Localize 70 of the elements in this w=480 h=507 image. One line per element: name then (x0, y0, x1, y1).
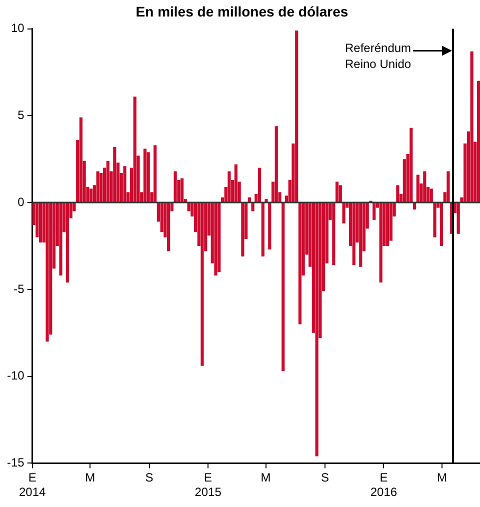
y-tick-label: -5 (14, 282, 25, 296)
bar (228, 171, 231, 202)
bar (154, 145, 157, 202)
bar (433, 203, 436, 238)
bar (268, 203, 272, 250)
x-tick-label: E 2016 (370, 470, 398, 500)
bar (430, 188, 433, 202)
bar (133, 96, 136, 202)
x-tick-label: M (85, 470, 96, 485)
bar (332, 203, 336, 266)
bar (113, 146, 116, 202)
bar (258, 168, 262, 202)
bar (412, 203, 416, 210)
bar (352, 203, 356, 266)
y-tick-label: 10 (10, 21, 25, 36)
bar (174, 171, 177, 202)
bar (214, 203, 218, 276)
bar (335, 182, 339, 202)
bar (386, 203, 390, 246)
bar (372, 203, 376, 220)
bar (167, 203, 170, 252)
bar (379, 203, 382, 282)
bar (342, 203, 346, 224)
bar (180, 178, 184, 202)
bar (410, 128, 413, 202)
bar (295, 30, 298, 202)
bar (298, 203, 302, 324)
bar (79, 117, 83, 202)
bar (143, 148, 147, 202)
y-tick-label: 5 (18, 108, 25, 122)
bar (146, 152, 150, 202)
bar (261, 203, 264, 256)
bar (264, 199, 268, 202)
bar (200, 203, 204, 366)
bar (416, 174, 420, 202)
x-tick-label: S (145, 470, 154, 485)
bar (440, 203, 444, 246)
bar (218, 203, 221, 272)
bar (456, 203, 460, 234)
bar (470, 51, 474, 202)
bar (282, 203, 285, 372)
bar (90, 188, 93, 202)
ref-line-label: Referéndum Reino Unido (345, 41, 412, 72)
bar (446, 171, 450, 202)
bar (106, 160, 110, 202)
y-tick-label: -10 (7, 368, 25, 383)
bar (123, 166, 126, 202)
bar (234, 164, 238, 202)
bar (46, 203, 49, 342)
x-tick-label: M (260, 470, 271, 485)
x-tick-label: E 2014 (18, 470, 46, 500)
bar (477, 80, 480, 202)
bar (274, 126, 278, 202)
x-tick-label: S (320, 470, 330, 485)
bar (359, 203, 362, 267)
bar (248, 197, 251, 202)
bar (38, 203, 42, 243)
bar (66, 203, 70, 282)
y-tick-label: 0 (18, 194, 25, 209)
bar (423, 171, 426, 202)
bar (315, 203, 318, 456)
chart-title: En miles de millones de dólares (136, 3, 348, 20)
bar (396, 185, 400, 202)
bar (338, 185, 342, 202)
bar (59, 203, 62, 276)
bar (96, 171, 100, 202)
bar (241, 203, 244, 256)
y-tick-label: -15 (7, 456, 25, 470)
x-tick-label: E 2015 (194, 470, 222, 500)
x-tick-label: M (436, 470, 447, 485)
